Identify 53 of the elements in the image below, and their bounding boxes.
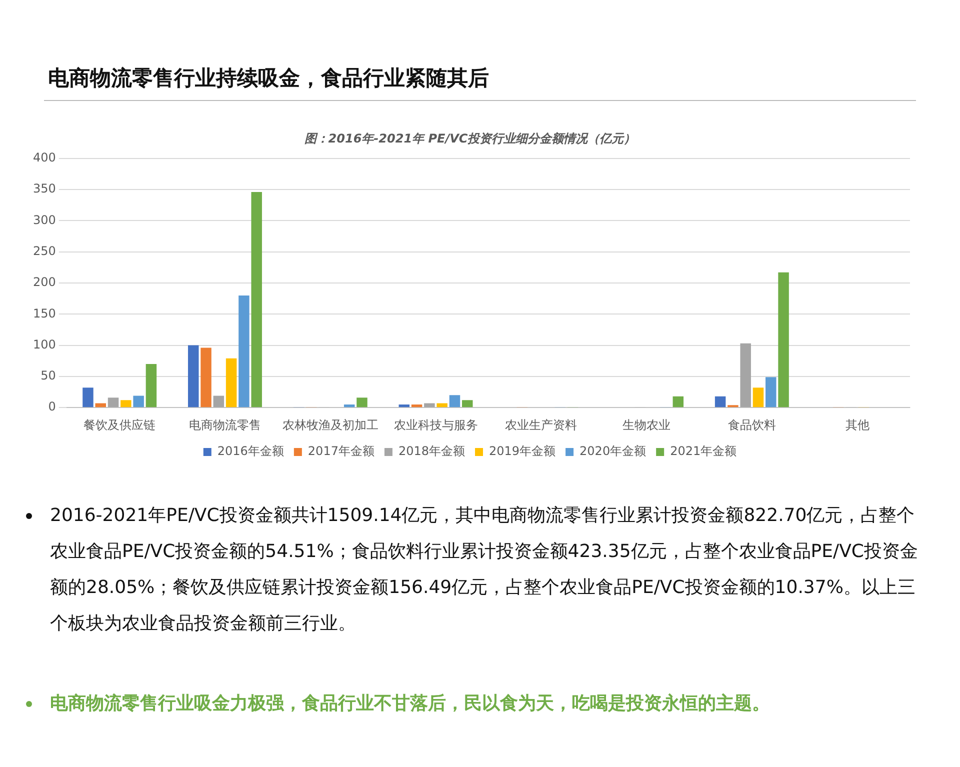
y-tick-label: 50 [40, 368, 56, 383]
bar [752, 388, 764, 408]
x-tick-label: 其他 [845, 418, 870, 432]
bar [188, 345, 199, 408]
bar [411, 404, 422, 408]
bar [251, 192, 262, 408]
y-tick-label: 100 [33, 337, 56, 352]
chart-title: 电商物流零售行业持续吸金，食品行业紧随其后 [48, 65, 489, 92]
bar [120, 400, 132, 408]
legend-label: 2018年金额 [398, 444, 466, 458]
bar [672, 396, 684, 408]
y-tick-label: 0 [48, 400, 56, 414]
y-tick-label: 250 [33, 244, 56, 258]
x-tick-label: 餐饮及供应链 [84, 418, 156, 432]
bar [449, 395, 460, 408]
legend-label: 2020年金额 [580, 444, 646, 458]
bar [238, 295, 250, 408]
x-tick-label: 食品饮料 [728, 418, 776, 432]
y-tick-label: 150 [33, 306, 56, 320]
text: 2016-2021年PE/VC投资金额共计1509.14亿元，其中电商物流零售行业累计投资金额822.70亿元，占整个农业食品PE/VC投资金额的54.51%；食品饮料行业累计投资金额423.35亿元，占整个农业食品PE/VC投资金额的28.05%；餐饮及供应链累计投资金额156.49亿元，占整个农业食品PE/VC投资金额的10.37%。以上三个板块为农业食品投资金额前三行业。 [50, 505, 918, 634]
bar [740, 343, 751, 408]
legend-label: 2017年金额 [308, 444, 374, 458]
bar [146, 364, 157, 408]
bar [462, 400, 473, 408]
bar [108, 398, 119, 408]
legend-label: 2019年金额 [489, 444, 556, 458]
y-tick-label: 300 [33, 212, 56, 227]
y-tick-label: 350 [33, 182, 56, 196]
legend-label: 2021年金额 [670, 444, 737, 458]
bar [344, 404, 355, 408]
bar [133, 396, 144, 408]
x-tick-label: 农业科技与服务 [394, 418, 478, 432]
text: 电商物流零售行业吸金力极强，食品行业不甘落后，民以食为天，吃喝是投资永恒的主题。 [50, 693, 770, 714]
bar [436, 403, 448, 408]
chart-subtitle: 图：2016年-2021年 PE/VC投资行业细分金额情况（亿元） [304, 131, 636, 146]
x-tick-label: 农林牧渔及初加工 [282, 418, 378, 432]
bar [778, 272, 789, 408]
bar [356, 398, 368, 408]
bar [398, 404, 410, 408]
bar [714, 396, 726, 408]
x-tick-label: 电商物流零售 [188, 418, 261, 432]
bar [766, 377, 776, 408]
x-tick-label: 农业生产资料 [505, 418, 578, 432]
legend-label: 2016年金额 [217, 444, 284, 458]
bar [213, 396, 224, 408]
bar [226, 358, 237, 408]
bar [95, 403, 106, 408]
y-tick-label: 200 [33, 275, 56, 290]
x-tick-label: 生物农业 [622, 418, 671, 432]
bar [424, 403, 435, 408]
bar [82, 388, 94, 408]
y-tick-label: 400 [33, 150, 56, 165]
bar [200, 348, 212, 408]
